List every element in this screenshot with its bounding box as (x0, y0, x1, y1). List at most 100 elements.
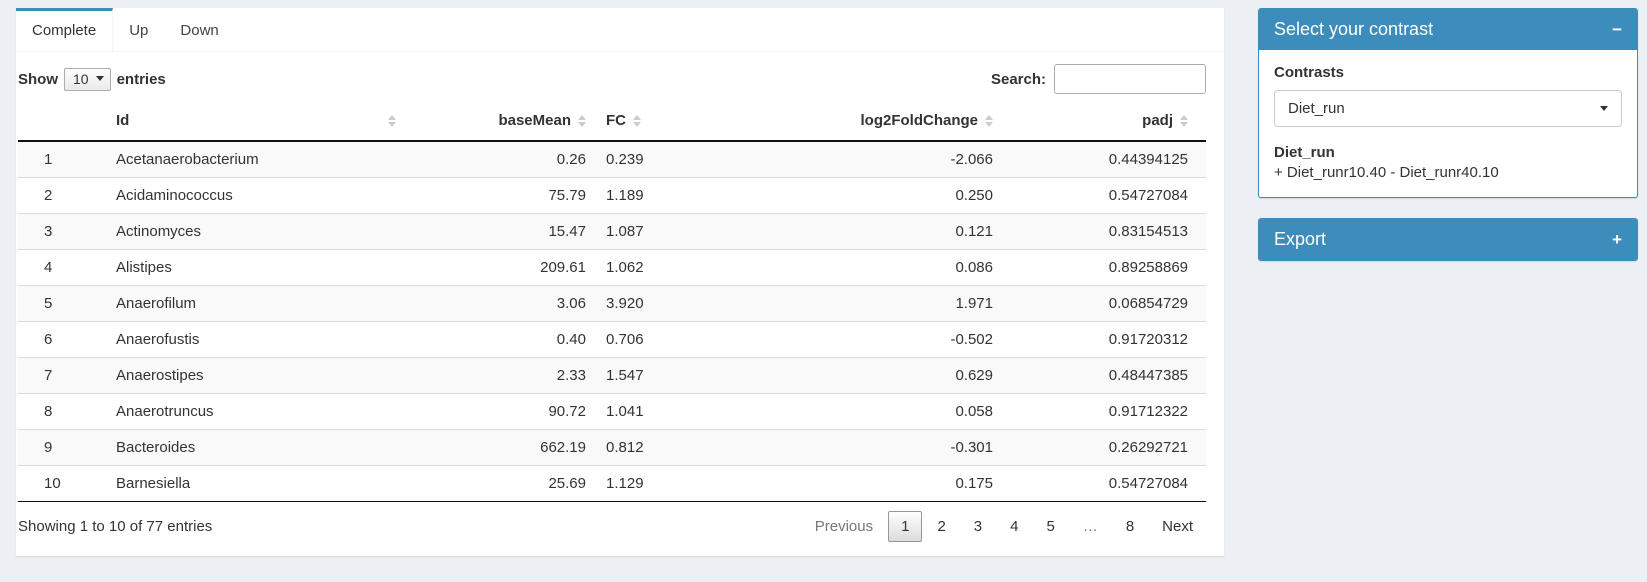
contrast-select[interactable]: Diet_run (1274, 90, 1622, 127)
tab-complete[interactable]: Complete (16, 8, 114, 51)
cell-basemean: 3.06 (406, 284, 596, 321)
cell-basemean: 0.26 (556, 150, 586, 168)
chevron-down-icon (1600, 106, 1608, 111)
sort-icon (985, 114, 993, 127)
cell-fc: 1.087 (596, 212, 716, 249)
cell-log2foldchange: -0.301 (716, 428, 1003, 465)
cell-log2foldchange: 0.250 (716, 176, 1003, 213)
row-index: 3 (18, 212, 106, 249)
search-input[interactable] (1054, 64, 1206, 94)
contrast-box-body: Contrasts Diet_run Diet_run + Diet_runr1… (1259, 50, 1637, 197)
cell-log2foldchange: -0.502 (716, 320, 1003, 357)
pagination-page-3[interactable]: 3 (973, 517, 983, 535)
tab-down[interactable]: Down (180, 22, 219, 39)
cell-fc: 0.239 (606, 150, 644, 168)
pagination-page-2[interactable]: 2 (937, 517, 946, 535)
cell-fc: 1.189 (596, 176, 716, 213)
header-log2foldchange-label: log2FoldChange (860, 112, 979, 129)
table-row[interactable]: 4 Alistipes 209.61 1.062 0.086 0.8925886… (18, 248, 1206, 285)
page-length-select[interactable]: 10 (64, 67, 111, 91)
cell-id: Anaerofustis (106, 320, 406, 357)
header-padj[interactable]: padj (1003, 102, 1206, 142)
collapse-minus-icon[interactable]: − (1612, 20, 1622, 39)
cell-basemean: 662.19 (406, 428, 596, 465)
pagination-page-4[interactable]: 4 (1010, 517, 1019, 535)
header-id[interactable]: Id (106, 102, 406, 142)
row-index: 7 (18, 356, 106, 393)
row-index: 4 (18, 248, 106, 285)
table-row[interactable]: 2 Acidaminococcus 75.79 1.189 0.250 0.54… (18, 176, 1206, 213)
search-control: Search: (991, 64, 1206, 94)
cell-log2foldchange: 0.175 (716, 464, 1003, 501)
cell-basemean: 25.69 (406, 464, 596, 501)
cell-padj: 0.89258869 (1003, 248, 1206, 285)
cell-fc: 1.547 (596, 356, 716, 393)
contrast-box-header: Select your contrast − (1259, 9, 1637, 50)
header-basemean[interactable]: baseMean (406, 102, 596, 142)
table-row[interactable]: 10 Barnesiella 25.69 1.129 0.175 0.54727… (18, 464, 1206, 501)
header-basemean-label: baseMean (498, 112, 571, 129)
contrast-select-value: Diet_run (1288, 100, 1345, 117)
contrast-name: Diet_run (1274, 144, 1335, 161)
pagination-page-5[interactable]: 5 (1046, 517, 1055, 535)
pagination-page-1[interactable]: 1 (888, 510, 923, 542)
cell-id: Anaerostipes (106, 356, 406, 393)
table-info: Showing 1 to 10 of 77 entries (18, 517, 213, 535)
cell-id: Anaerofilum (106, 284, 406, 321)
sort-icon (388, 114, 396, 127)
header-id-label: Id (116, 112, 130, 129)
pagination-ellipsis: … (1082, 517, 1098, 535)
pagination-next[interactable]: Next (1162, 517, 1193, 535)
table-row[interactable]: 6 Anaerofustis 0.40 0.706 -0.502 0.91720… (18, 320, 1206, 357)
header-fc[interactable]: FC (596, 102, 716, 142)
row-index: 5 (18, 284, 106, 321)
cell-id: Anaerotruncus (106, 392, 406, 429)
table-header-row: Id baseMean FC (18, 102, 1206, 142)
header-row-index (18, 102, 106, 142)
table-row[interactable]: 9 Bacteroides 662.19 0.812 -0.301 0.2629… (18, 428, 1206, 465)
export-box: Export + (1258, 218, 1638, 261)
row-index: 10 (18, 464, 106, 501)
cell-log2foldchange: -2.066 (950, 150, 993, 168)
cell-id: Alistipes (106, 248, 406, 285)
expand-plus-icon[interactable]: + (1612, 230, 1622, 249)
table-controls: Show 10 entries Search: (18, 64, 1206, 94)
contrast-box-title: Select your contrast (1274, 19, 1434, 39)
table-row[interactable]: 7 Anaerostipes 2.33 1.547 0.629 0.484473… (18, 356, 1206, 393)
tab-up[interactable]: Up (129, 22, 149, 39)
row-index: 8 (18, 392, 106, 429)
cell-basemean: 209.61 (406, 248, 596, 285)
cell-padj: 0.48447385 (1003, 356, 1206, 393)
table-row[interactable]: 5 Anaerofilum 3.06 3.920 1.971 0.0685472… (18, 284, 1206, 321)
header-fc-label: FC (606, 112, 626, 129)
cell-log2foldchange: 0.086 (716, 248, 1003, 285)
cell-basemean: 0.40 (406, 320, 596, 357)
cell-log2foldchange: 1.971 (716, 284, 1003, 321)
cell-fc: 0.706 (596, 320, 716, 357)
cell-padj: 0.54727084 (1003, 176, 1206, 213)
cell-padj: 0.83154513 (1003, 212, 1206, 249)
cell-log2foldchange: 0.629 (716, 356, 1003, 393)
cell-padj: 0.26292721 (1003, 428, 1206, 465)
results-table: Id baseMean FC (18, 102, 1206, 502)
cell-id: Bacteroides (106, 428, 406, 465)
pagination-previous[interactable]: Previous (814, 517, 874, 535)
header-log2foldchange[interactable]: log2FoldChange (716, 102, 1003, 142)
contrast-box: Select your contrast − Contrasts Diet_ru… (1258, 8, 1638, 198)
sidebar: Select your contrast − Contrasts Diet_ru… (1258, 8, 1638, 556)
cell-fc: 1.062 (596, 248, 716, 285)
table-footer: Showing 1 to 10 of 77 entries Previous 1… (18, 510, 1206, 556)
cell-basemean: 90.72 (406, 392, 596, 429)
table-row[interactable]: 1 Acetanaerobacterium 0.26 0.239 -2.066 … (18, 141, 1206, 177)
cell-basemean: 2.33 (406, 356, 596, 393)
table-row[interactable]: 3 Actinomyces 15.47 1.087 0.121 0.831545… (18, 212, 1206, 249)
cell-fc: 0.812 (596, 428, 716, 465)
show-label: Show (18, 70, 58, 88)
table-row[interactable]: 8 Anaerotruncus 90.72 1.041 0.058 0.9171… (18, 392, 1206, 429)
pagination-page-8[interactable]: 8 (1125, 517, 1135, 535)
chevron-down-icon (95, 76, 104, 81)
cell-id: Acetanaerobacterium (116, 150, 259, 168)
cell-id: Acidaminococcus (106, 176, 406, 213)
cell-fc: 3.920 (596, 284, 716, 321)
page-length-control: Show 10 entries (18, 67, 166, 91)
